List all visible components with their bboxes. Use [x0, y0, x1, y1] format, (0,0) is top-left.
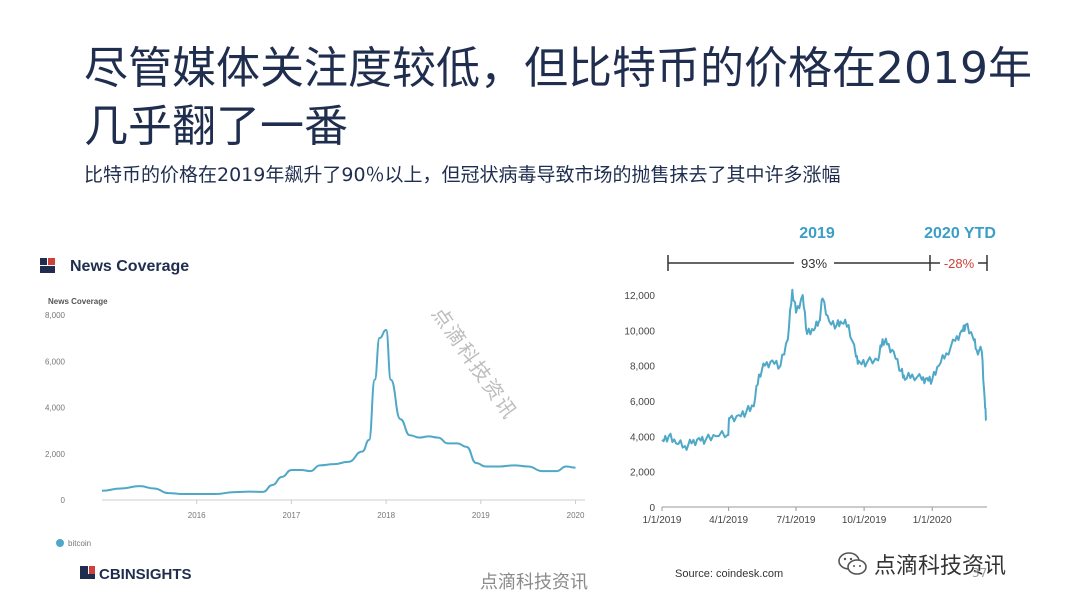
period-2019-label: 2019	[799, 225, 835, 242]
page-subtitle: 比特币的价格在2019年飙升了90％以上，但冠状病毒导致市场的抛售抹去了其中许多…	[84, 164, 841, 186]
left-y-tick-label: 6,000	[45, 357, 66, 366]
bitcoin-price-panel: 2019 2020 YTD 93% -28% 0 2,000 4,000 6,000 8…	[624, 225, 996, 580]
left-x-tick-label: 2019	[472, 511, 490, 520]
wechat-account-name: 点滴科技资讯	[874, 554, 1007, 579]
left-y-tick-label: 8,000	[45, 311, 66, 320]
right-x-tick-label: 10/1/2019	[842, 515, 887, 526]
right-x-tick-label: 7/1/2019	[777, 515, 816, 526]
news-coverage-panel: News Coverage News Coverage 0 2,000 4,000 6…	[40, 258, 585, 583]
left-y-tick-label: 0	[61, 496, 66, 505]
news-coverage-header: News Coverage	[70, 258, 189, 275]
legend-marker	[56, 539, 64, 547]
right-y-tick-label: 6,000	[630, 397, 655, 408]
period-2020-label: 2020 YTD	[924, 225, 996, 242]
source-note: Source: coindesk.com	[675, 568, 783, 580]
left-x-tick-label: 2018	[377, 511, 395, 520]
wechat-icon	[838, 552, 867, 575]
page-title: 尽管媒体关注度较低，但比特币的价格在2019年几乎翻了一番	[84, 43, 1032, 152]
right-x-tick-label: 4/1/2019	[709, 515, 748, 526]
right-x-tick-label: 1/1/2020	[913, 515, 952, 526]
cbinsights-brand: CBINSIGHTS	[99, 566, 192, 583]
left-y-axis-label: News Coverage	[48, 297, 108, 306]
left-y-tick-label: 2,000	[45, 450, 66, 459]
period-2019-change: 93%	[801, 256, 827, 271]
right-y-tick-label: 12,000	[624, 291, 655, 302]
period-2020-change: -28%	[944, 256, 975, 271]
right-y-ticks: 0 2,000 4,000 6,000 8,000 10,000 12,000	[624, 291, 655, 514]
right-x-tick-label: 1/1/2019	[643, 515, 682, 526]
legend-label-bitcoin: bitcoin	[68, 539, 91, 548]
wechat-account: 点滴科技资讯	[838, 548, 1006, 580]
right-y-tick-label: 2,000	[630, 468, 655, 479]
cbinsights-logo	[80, 566, 95, 579]
page-number: 37	[972, 566, 988, 580]
right-x-ticks: 1/1/2019 4/1/2019 7/1/2019 10/1/2019 1/1/202…	[643, 507, 952, 526]
right-y-tick-label: 0	[649, 503, 655, 514]
period-range-bar	[667, 255, 988, 271]
watermark-bottom: 点滴科技资讯	[480, 572, 588, 593]
legend: bitcoin	[56, 539, 91, 548]
news-coverage-icon	[40, 258, 55, 273]
left-x-tick-label: 2020	[567, 511, 585, 520]
right-y-tick-label: 8,000	[630, 362, 655, 373]
left-x-tick-label: 2016	[188, 511, 206, 520]
left-x-tick-label: 2017	[283, 511, 301, 520]
left-y-tick-label: 4,000	[45, 404, 66, 413]
right-y-tick-label: 10,000	[624, 326, 655, 337]
bitcoin-price-line	[661, 288, 988, 451]
bitcoin-coverage-line	[101, 329, 576, 495]
left-y-ticks: 0 2,000 4,000 6,000 8,000	[45, 311, 66, 505]
right-y-tick-label: 4,000	[630, 432, 655, 443]
left-x-ticks: 2016 2017 2018 2019 2020	[188, 500, 585, 520]
